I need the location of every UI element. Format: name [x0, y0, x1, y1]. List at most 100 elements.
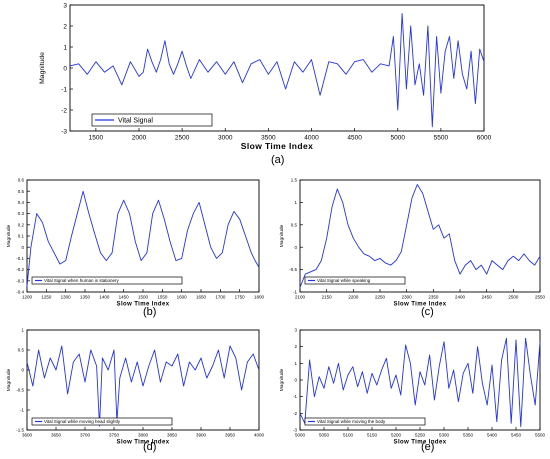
x-tick-label: 2500: [508, 295, 519, 300]
y-tick-label: 0: [294, 378, 297, 383]
y-tick-label: 3: [294, 328, 297, 333]
y-tick-label: -1: [293, 290, 297, 295]
y-tick-label: -1.5: [16, 428, 24, 433]
caption-c: (c): [421, 306, 434, 318]
x-tick-label: 3000: [218, 135, 233, 142]
x-tick-label: 1300: [61, 295, 72, 300]
x-axis-label: Slow Time Index: [117, 440, 170, 446]
y-tick-label: -2: [61, 107, 67, 114]
x-tick-label: 3700: [80, 433, 91, 438]
y-tick-label: 1: [21, 328, 24, 333]
legend-label: Vital Signal: [118, 117, 153, 124]
x-tick-label: 3900: [196, 433, 207, 438]
x-tick-label: 5500: [434, 135, 449, 142]
y-axis-label: Magnitude: [279, 368, 285, 391]
x-axis-label: Slow Time Index: [394, 440, 447, 446]
x-tick-label: 3500: [261, 135, 276, 142]
x-tick-label: 3650: [51, 433, 62, 438]
x-axis-label: Slow Time Index: [241, 141, 313, 151]
y-tick-label: -1: [61, 86, 67, 93]
x-tick-label: 4500: [347, 135, 362, 142]
x-tick-label: 1200: [22, 295, 33, 300]
y-tick-label: 0.3: [18, 211, 25, 216]
x-tick-label: 3950: [225, 433, 236, 438]
y-axis-label: Magnitude: [279, 224, 285, 247]
y-axis-label: Magnitude: [6, 224, 12, 247]
x-tick-label: 3600: [22, 433, 33, 438]
y-tick-label: -0.1: [16, 256, 24, 261]
series-line: [26, 190, 260, 287]
y-axis-label: Magnitude: [6, 368, 12, 391]
x-tick-label: 3750: [109, 433, 120, 438]
x-tick-label: 2350: [428, 295, 439, 300]
legend-label: Vital Signal while moving the body: [317, 419, 386, 424]
x-tick-label: 1650: [196, 295, 207, 300]
x-tick-label: 2550: [535, 295, 546, 300]
series-line: [299, 184, 541, 288]
y-tick-label: -1: [293, 394, 297, 399]
x-tick-label: 5350: [463, 433, 474, 438]
y-tick-label: 0.2: [18, 222, 25, 227]
y-tick-label: 1.5: [291, 178, 298, 183]
x-tick-label: 2300: [402, 295, 413, 300]
y-tick-label: 0.5: [291, 222, 298, 227]
y-tick-label: 0: [21, 245, 24, 250]
series-line: [26, 345, 260, 427]
x-tick-label: 2400: [455, 295, 466, 300]
x-tick-label: 1700: [215, 295, 226, 300]
x-tick-label: 1350: [80, 295, 91, 300]
y-tick-label: -1: [20, 408, 24, 413]
x-tick-label: 1500: [89, 135, 104, 142]
x-tick-label: 5100: [343, 433, 354, 438]
y-tick-label: -3: [293, 428, 297, 433]
y-tick-label: 0: [294, 245, 297, 250]
y-tick-label: -0.3: [16, 278, 24, 283]
x-tick-label: 5400: [487, 433, 498, 438]
y-tick-label: 0.6: [18, 178, 25, 183]
y-tick-label: 0.1: [18, 234, 25, 239]
y-tick-label: 0.5: [18, 348, 25, 353]
caption-d: (d): [143, 441, 157, 453]
x-tick-label: 6000: [477, 135, 492, 142]
caption-e: (e): [421, 441, 435, 453]
x-tick-label: 5000: [391, 135, 406, 142]
y-tick-label: -0.2: [16, 267, 24, 272]
legend-label: Vital Signal when human is stationery: [44, 278, 119, 283]
x-tick-label: 4000: [304, 135, 319, 142]
x-tick-label: 5250: [415, 433, 426, 438]
y-tick-label: -0.5: [16, 388, 24, 393]
x-tick-label: 2500: [175, 135, 190, 142]
x-tick-label: 1400: [99, 295, 110, 300]
x-tick-label: 4000: [254, 433, 265, 438]
x-tick-label: 1600: [177, 295, 188, 300]
x-tick-label: 5500: [535, 433, 546, 438]
y-tick-label: 1: [294, 200, 297, 205]
legend-box: [31, 276, 183, 285]
x-tick-label: 1500: [138, 295, 149, 300]
caption-a: (a): [271, 154, 285, 166]
x-tick-label: 3850: [167, 433, 178, 438]
y-tick-label: 2: [294, 344, 297, 349]
x-axis-label: Slow Time Index: [117, 302, 170, 308]
x-tick-label: 2000: [132, 135, 147, 142]
y-tick-label: -2: [293, 411, 297, 416]
plot-frame: [299, 179, 541, 293]
legend-label: Vital Signal while speaking: [317, 278, 371, 283]
x-tick-label: 5000: [295, 433, 306, 438]
x-tick-label: 5150: [367, 433, 378, 438]
x-tick-label: 5200: [391, 433, 402, 438]
series-line: [299, 337, 541, 428]
series-line: [69, 12, 485, 128]
y-tick-label: -0.5: [289, 267, 297, 272]
legend-box: [304, 417, 426, 426]
y-tick-label: -3: [61, 128, 67, 135]
x-tick-label: 2100: [295, 295, 306, 300]
plot-frame: [299, 329, 541, 431]
y-tick-label: 2: [63, 23, 67, 30]
x-tick-label: 1550: [157, 295, 168, 300]
y-tick-label: 1: [294, 361, 297, 366]
